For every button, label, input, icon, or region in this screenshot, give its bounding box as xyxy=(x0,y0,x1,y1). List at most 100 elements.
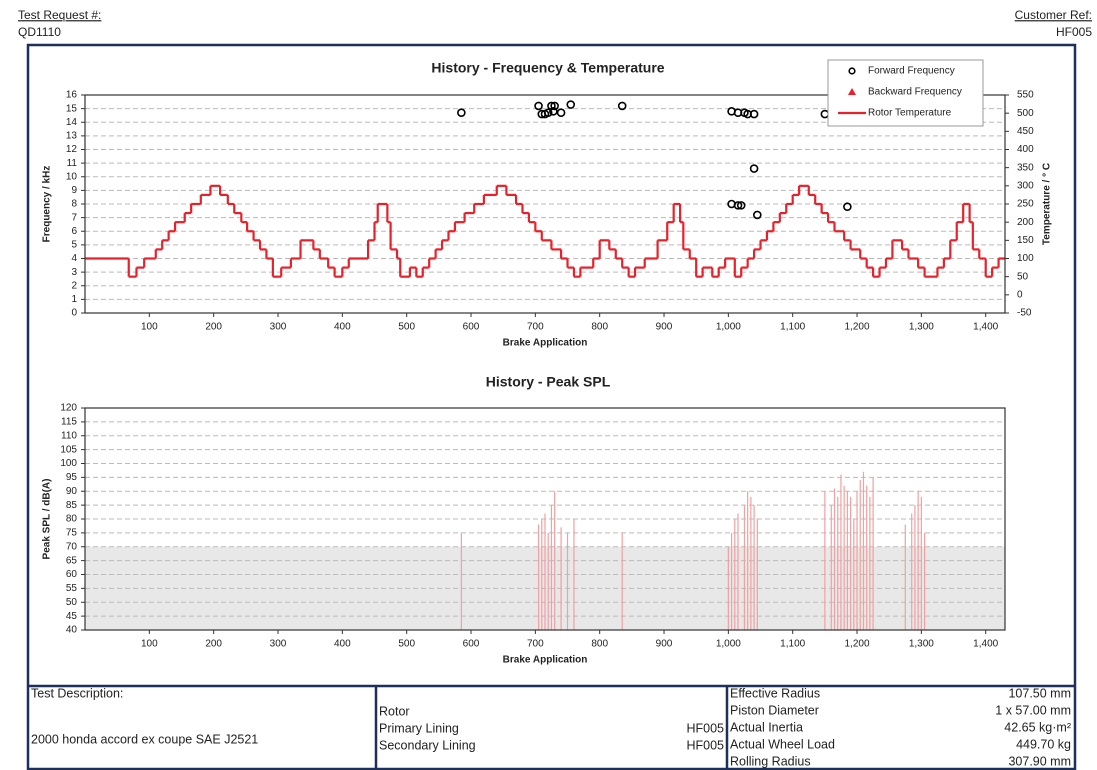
x-axis-label: Brake Application xyxy=(503,338,588,349)
y2-tick-label: 250 xyxy=(1017,199,1034,210)
x-tick-label: 600 xyxy=(463,322,480,333)
plot-border xyxy=(84,407,1006,631)
x-tick-label: 100 xyxy=(141,322,158,333)
y2-tick-label: 50 xyxy=(1017,271,1029,282)
y2-tick-label: 150 xyxy=(1017,235,1034,246)
bar xyxy=(743,505,746,630)
x-tick-label: 1,200 xyxy=(845,639,870,650)
marker xyxy=(550,101,559,111)
bar xyxy=(833,488,836,630)
secondary-lining-value: HF005 xyxy=(686,738,724,752)
bar xyxy=(849,496,852,630)
bar xyxy=(920,496,922,630)
y-tick-label: 110 xyxy=(61,430,77,441)
y-tick-label: 7 xyxy=(71,212,77,223)
plot-border xyxy=(84,94,1006,314)
bar xyxy=(911,513,913,630)
x-tick-label: 1,300 xyxy=(909,639,934,650)
bar xyxy=(550,505,553,630)
bar xyxy=(837,496,839,630)
x-tick-label: 1,400 xyxy=(973,322,998,333)
y-tick-label: 60 xyxy=(66,569,78,580)
y-tick-label: 13 xyxy=(66,131,78,142)
y-tick-label: 0 xyxy=(71,308,77,319)
x-tick-label: 1,300 xyxy=(909,322,934,333)
bar xyxy=(730,532,733,630)
y-tick-label: 16 xyxy=(66,90,78,101)
bar xyxy=(460,532,462,630)
legend-swatch xyxy=(848,88,856,95)
bar xyxy=(843,485,845,630)
customer-ref-label: Customer Ref: xyxy=(1015,8,1092,22)
bar xyxy=(566,532,569,630)
bar xyxy=(621,532,623,630)
bar xyxy=(727,546,729,630)
param-value: 449.70 kg xyxy=(1016,737,1071,751)
bar xyxy=(862,471,865,630)
x-tick-label: 800 xyxy=(591,322,608,333)
frame xyxy=(26,43,1077,770)
x-tick-label: 200 xyxy=(205,322,222,333)
bar xyxy=(560,527,562,630)
y-tick-label: 85 xyxy=(66,500,78,511)
marker xyxy=(749,164,759,173)
y-tick-label: 40 xyxy=(66,625,78,636)
description-label: Test Description: xyxy=(31,686,123,700)
x-tick-label: 800 xyxy=(591,639,608,650)
y2-tick-label: -50 xyxy=(1017,308,1032,319)
x-tick-label: 700 xyxy=(527,639,544,650)
marker xyxy=(549,107,558,116)
y-tick-label: 9 xyxy=(71,185,77,196)
bar xyxy=(554,491,556,630)
y-tick-label: 6 xyxy=(71,226,77,237)
y-tick-label: 95 xyxy=(66,472,78,483)
param-label: Effective Radius xyxy=(730,686,820,700)
y-tick-label: 12 xyxy=(66,144,78,155)
bar xyxy=(737,513,739,630)
bar xyxy=(846,491,848,630)
y-tick-label: 15 xyxy=(66,103,78,114)
x-tick-label: 300 xyxy=(270,322,287,333)
bar xyxy=(753,505,755,630)
y2-tick-label: 550 xyxy=(1017,90,1034,101)
x-tick-label: 400 xyxy=(334,322,351,333)
x-tick-label: 1,400 xyxy=(973,639,998,650)
y-axis-label: Frequency / kHz xyxy=(42,166,53,243)
x-tick-label: 200 xyxy=(205,639,222,650)
x-tick-label: 1,200 xyxy=(845,322,870,333)
x-axis-label: Brake Application xyxy=(503,655,588,666)
marker xyxy=(733,201,743,210)
x-tick-label: 100 xyxy=(141,639,158,650)
marker xyxy=(749,109,759,119)
bar xyxy=(866,485,868,630)
bar xyxy=(856,491,858,630)
primary-lining: Primary Lining xyxy=(379,721,459,735)
y-tick-label: 3 xyxy=(71,267,77,278)
legend-label: Forward Frequency xyxy=(868,66,955,77)
legend-swatch xyxy=(848,67,856,75)
test-request-label: Test Request #: xyxy=(18,8,101,22)
y2-tick-label: 200 xyxy=(1017,217,1034,228)
customer-ref: HF005 xyxy=(1056,25,1092,39)
y2-axis-label: Temperature / ° C xyxy=(1042,163,1053,245)
x-tick-label: 1,000 xyxy=(716,322,741,333)
secondary-lining: Secondary Lining xyxy=(379,738,476,752)
y-tick-label: 100 xyxy=(60,458,77,469)
x-tick-label: 500 xyxy=(398,322,415,333)
param-value: 307.90 mm xyxy=(1008,754,1071,768)
bar xyxy=(537,524,540,630)
bar xyxy=(750,496,752,630)
param-label: Actual Inertia xyxy=(730,720,803,734)
y-tick-label: 1 xyxy=(71,294,77,305)
bar xyxy=(859,480,861,630)
y-tick-label: 45 xyxy=(66,611,78,622)
marker xyxy=(736,201,746,210)
x-tick-label: 1,100 xyxy=(780,639,805,650)
param-label: Rolling Radius xyxy=(730,754,811,768)
x-tick-label: 1,100 xyxy=(780,322,805,333)
marker xyxy=(534,101,543,111)
y-tick-label: 8 xyxy=(71,199,77,210)
marker xyxy=(457,108,466,118)
param-value: 42.65 kg·m² xyxy=(1004,720,1071,734)
